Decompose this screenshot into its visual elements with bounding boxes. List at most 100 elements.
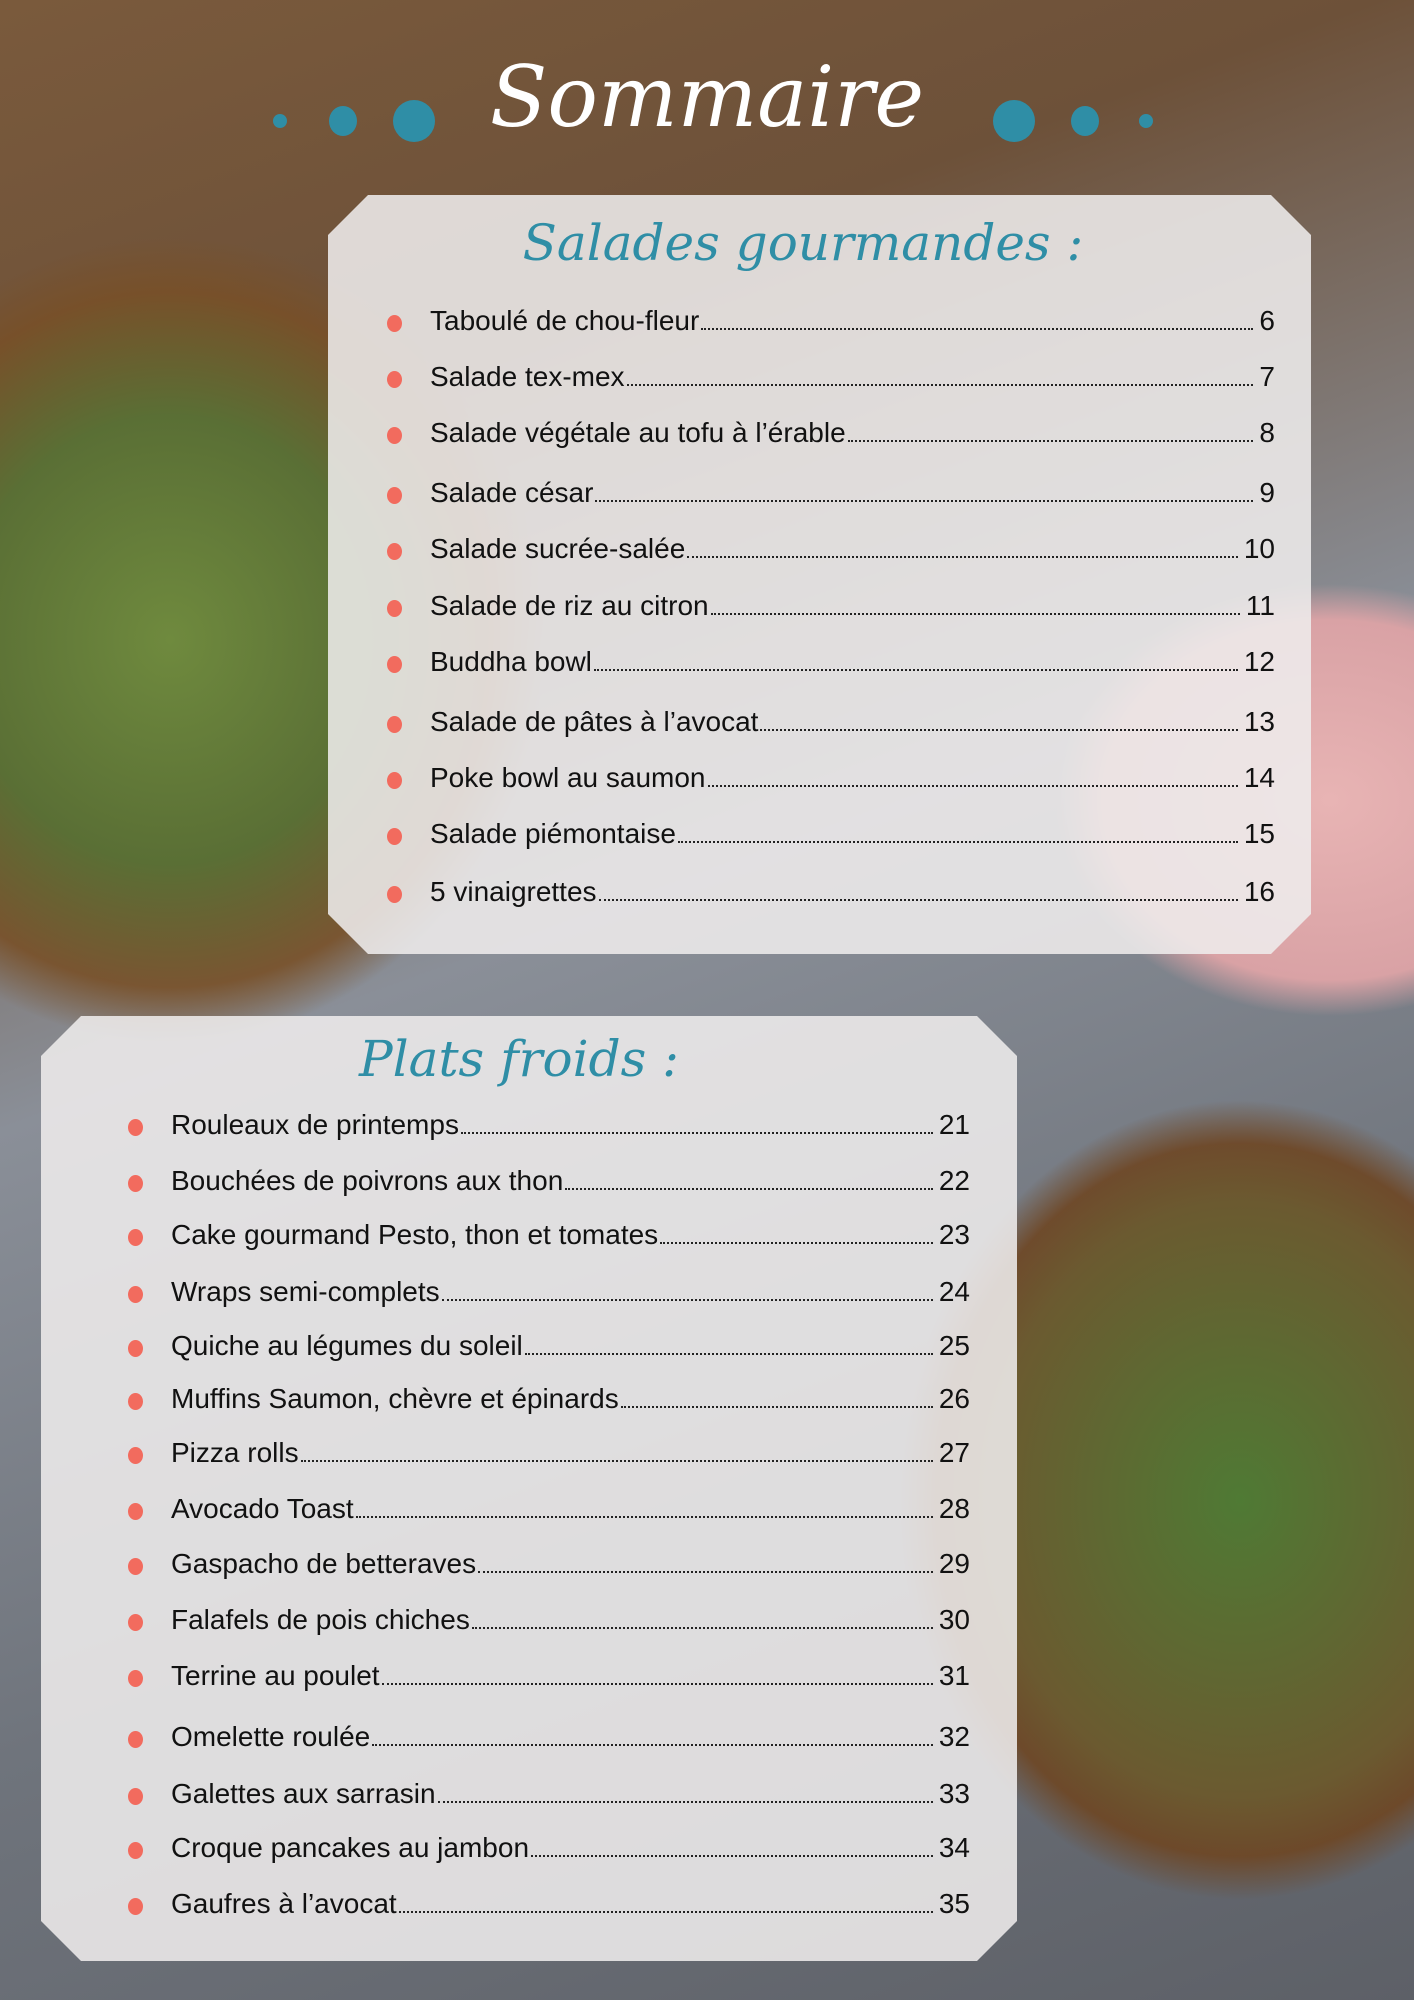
bullet-icon xyxy=(387,486,402,504)
toc-entry-page: 33 xyxy=(938,1778,970,1809)
toc-entry-label: Galettes aux sarrasin xyxy=(171,1778,436,1809)
toc-entry[interactable]: Omelette roulée 32 xyxy=(128,1721,970,1757)
toc-entry-page: 31 xyxy=(938,1660,970,1691)
dot-leader xyxy=(565,1188,933,1190)
toc-entry[interactable]: Taboulé de chou-fleur 6 xyxy=(387,305,1275,341)
toc-entry-page: 6 xyxy=(1259,305,1275,336)
decorative-dot xyxy=(1071,106,1099,136)
toc-entry[interactable]: Quiche au légumes du soleil 25 xyxy=(128,1330,970,1366)
toc-entry[interactable]: Salade de riz au citron 11 xyxy=(387,590,1275,626)
toc-entry[interactable]: Falafels de pois chiches 30 xyxy=(128,1604,970,1640)
toc-entry-page: 12 xyxy=(1243,646,1275,677)
toc-entry-label: Rouleaux de printemps xyxy=(171,1109,459,1140)
dot-leader xyxy=(595,500,1254,502)
toc-entry-page: 23 xyxy=(938,1219,970,1250)
toc-entry-page: 11 xyxy=(1245,590,1275,621)
toc-entry[interactable]: Salade tex-mex 7 xyxy=(387,361,1275,397)
toc-entry-label: Quiche au légumes du soleil xyxy=(171,1330,523,1361)
toc-entry[interactable]: Rouleaux de printemps 21 xyxy=(128,1109,970,1145)
toc-entry-label: Salade piémontaise xyxy=(430,818,676,849)
bullet-icon xyxy=(128,1841,143,1859)
toc-entry[interactable]: Buddha bowl 12 xyxy=(387,646,1275,682)
toc-entry-label: Taboulé de chou-fleur xyxy=(430,305,700,336)
toc-entry-label: Wraps semi-complets xyxy=(171,1276,440,1307)
toc-entry-page: 26 xyxy=(938,1383,970,1414)
toc-entry-page: 22 xyxy=(938,1165,970,1196)
dot-leader xyxy=(707,785,1238,787)
bullet-icon xyxy=(387,655,402,673)
toc-entry-label: Croque pancakes au jambon xyxy=(171,1832,530,1863)
toc-entry[interactable]: Salade de pâtes à l’avocat 13 xyxy=(387,706,1275,742)
toc-entry-label: Terrine au poulet xyxy=(171,1660,380,1691)
toc-entry-page: 34 xyxy=(938,1832,970,1863)
section-heading: Salades gourmandes : xyxy=(522,214,1084,272)
toc-entry[interactable]: Salade sucrée-salée 10 xyxy=(387,533,1275,569)
bullet-icon xyxy=(387,426,402,444)
dot-leader xyxy=(847,440,1254,442)
bullet-icon xyxy=(128,1730,143,1748)
dot-leader xyxy=(460,1132,933,1134)
dot-leader xyxy=(471,1627,933,1629)
bullet-icon xyxy=(387,715,402,733)
bullet-icon xyxy=(387,885,402,903)
toc-entry-page: 30 xyxy=(938,1604,970,1635)
decorative-dot xyxy=(329,106,357,136)
dot-leader xyxy=(355,1516,933,1518)
bullet-icon xyxy=(387,542,402,560)
toc-entry[interactable]: Bouchées de poivrons aux thon 22 xyxy=(128,1165,970,1201)
toc-entry-page: 27 xyxy=(938,1437,970,1468)
toc-entry[interactable]: Pizza rolls 27 xyxy=(128,1437,970,1473)
bullet-icon xyxy=(128,1557,143,1575)
toc-entry-page: 32 xyxy=(938,1721,970,1752)
toc-entry-label: Salade césar xyxy=(430,477,594,508)
decorative-dot xyxy=(273,114,287,128)
bullet-icon xyxy=(387,827,402,845)
dot-leader xyxy=(677,841,1238,843)
toc-entry-label: Omelette roulée xyxy=(171,1721,371,1752)
bullet-icon xyxy=(128,1174,143,1192)
section-heading: Plats froids : xyxy=(359,1030,679,1088)
toc-entry-page: 28 xyxy=(938,1493,970,1524)
dot-leader xyxy=(524,1353,933,1355)
toc-entry-page: 8 xyxy=(1259,417,1275,448)
dot-leader xyxy=(660,1242,933,1244)
toc-entry-page: 9 xyxy=(1259,477,1275,508)
toc-entry-page: 15 xyxy=(1243,818,1275,849)
bullet-icon xyxy=(128,1446,143,1464)
toc-entry[interactable]: Gaufres à l’avocat 35 xyxy=(128,1888,970,1924)
toc-entry-label: Salade sucrée-salée xyxy=(430,533,686,564)
toc-entry[interactable]: Avocado Toast 28 xyxy=(128,1493,970,1529)
toc-entry[interactable]: Muffins Saumon, chèvre et épinards 26 xyxy=(128,1383,970,1419)
toc-entry-page: 25 xyxy=(938,1330,970,1361)
toc-entry-page: 10 xyxy=(1243,533,1275,564)
dot-leader xyxy=(441,1299,933,1301)
toc-entry[interactable]: Salade piémontaise 15 xyxy=(387,818,1275,854)
section-panel-plats-froids xyxy=(41,1016,1017,1961)
toc-entry-label: Salade de pâtes à l’avocat xyxy=(430,706,759,737)
toc-entry[interactable]: 5 vinaigrettes 16 xyxy=(387,876,1275,912)
dot-leader xyxy=(381,1683,933,1685)
toc-entry-label: Salade de riz au citron xyxy=(430,590,709,621)
dot-leader xyxy=(760,729,1238,731)
dot-leader xyxy=(372,1744,933,1746)
toc-entry-label: Gaspacho de betteraves xyxy=(171,1548,477,1579)
dot-leader xyxy=(687,556,1238,558)
toc-entry[interactable]: Croque pancakes au jambon 34 xyxy=(128,1832,970,1868)
toc-entry-page: 35 xyxy=(938,1888,970,1919)
toc-entry[interactable]: Terrine au poulet 31 xyxy=(128,1660,970,1696)
bullet-icon xyxy=(387,370,402,388)
toc-entry[interactable]: Salade végétale au tofu à l’érable 8 xyxy=(387,417,1275,453)
bullet-icon xyxy=(387,599,402,617)
toc-entry[interactable]: Cake gourmand Pesto, thon et tomates 23 xyxy=(128,1219,970,1255)
toc-entry-label: Salade végétale au tofu à l’érable xyxy=(430,417,846,448)
bullet-icon xyxy=(128,1228,143,1246)
dot-leader xyxy=(620,1406,933,1408)
toc-entry-page: 16 xyxy=(1243,876,1275,907)
toc-entry[interactable]: Galettes aux sarrasin 33 xyxy=(128,1778,970,1814)
toc-entry[interactable]: Poke bowl au saumon 14 xyxy=(387,762,1275,798)
toc-entry[interactable]: Salade césar 9 xyxy=(387,477,1275,513)
toc-entry-label: Cake gourmand Pesto, thon et tomates xyxy=(171,1219,659,1250)
toc-entry[interactable]: Wraps semi-complets 24 xyxy=(128,1276,970,1312)
dot-leader xyxy=(531,1855,933,1857)
toc-entry[interactable]: Gaspacho de betteraves 29 xyxy=(128,1548,970,1584)
